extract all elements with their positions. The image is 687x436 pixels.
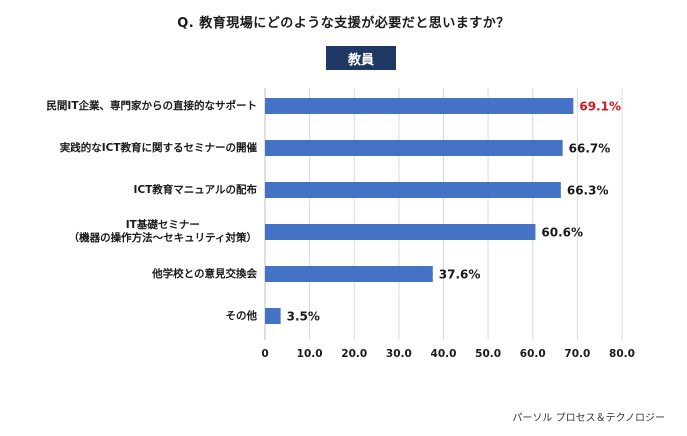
x-tick-label: 70.0: [564, 348, 590, 360]
x-tick-label: 30.0: [386, 348, 412, 360]
category-label-line: ICT教育マニュアルの配布: [133, 183, 257, 196]
x-tick-label: 80.0: [609, 348, 635, 360]
category-label-line: （機器の操作方法～セキュリティ対策）: [68, 232, 257, 244]
category-label: 民間IT企業、専門家からの直接的なサポート: [46, 100, 257, 113]
x-tick-label: 10.0: [297, 348, 323, 360]
data-label: 66.7%: [569, 142, 611, 156]
data-label: 60.6%: [541, 226, 583, 240]
category-label: IT基礎セミナー （機器の操作方法～セキュリティ対策）: [69, 219, 257, 245]
bar: [265, 98, 574, 114]
bar: [265, 224, 536, 240]
x-tick-label: 40.0: [431, 348, 457, 360]
category-label: ICT教育マニュアルの配布: [134, 184, 257, 197]
panel-label-badge: 教員: [326, 46, 396, 70]
category-label-line: その他: [225, 309, 258, 322]
x-tick-label: 20.0: [341, 348, 367, 360]
x-tick-label: 60.0: [520, 348, 546, 360]
category-label-line: 民間IT企業、専門家からの直接的なサポート: [46, 99, 257, 112]
bar: [265, 308, 281, 324]
bar: [265, 266, 433, 282]
category-label: 実践的なICT教育に関するセミナーの開催: [60, 142, 257, 155]
data-label: 37.6%: [439, 268, 481, 282]
x-tick-label: 50.0: [475, 348, 501, 360]
bar: [265, 182, 561, 198]
data-label: 69.1%: [579, 100, 621, 114]
category-label: 他学校との意見交換会: [152, 268, 257, 281]
category-label-line: IT基礎セミナー: [125, 219, 200, 231]
company-watermark: パーソル プロセス＆テクノロジー: [512, 413, 665, 424]
category-label-line: 他学校との意見交換会: [152, 267, 257, 280]
question-title: Q. 教育現場にどのような支援が必要だと思いますか？: [177, 16, 510, 31]
bar: [265, 140, 563, 156]
category-label: その他: [226, 310, 258, 323]
data-label: 66.3%: [567, 184, 609, 198]
x-tick-label: 0: [261, 348, 268, 360]
category-label-line: 実践的なICT教育に関するセミナーの開催: [59, 141, 257, 154]
data-label: 3.5%: [287, 310, 320, 324]
